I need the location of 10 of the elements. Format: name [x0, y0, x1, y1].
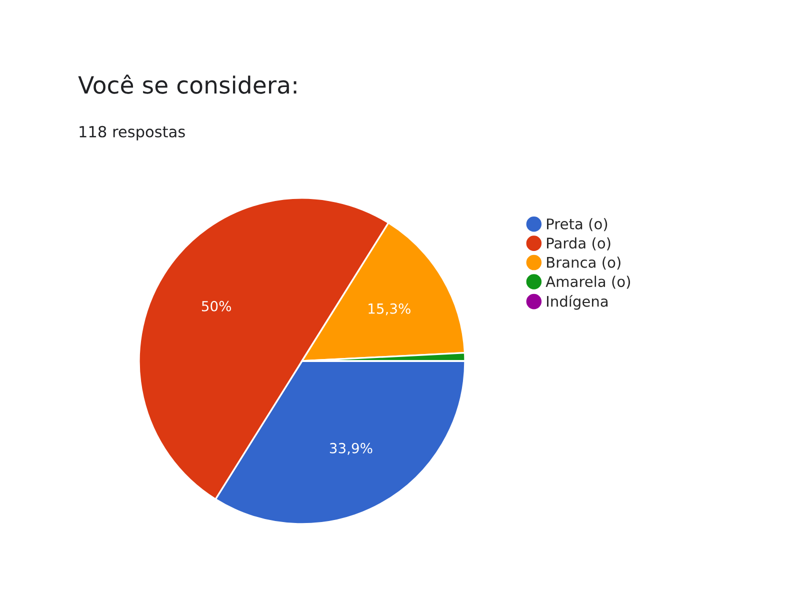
data-label: 33,9% — [330, 442, 372, 455]
chart-subtitle: 118 respostas — [80, 126, 185, 140]
data-label: 50% — [202, 300, 231, 312]
legend-label: Preta (o) — [547, 218, 608, 232]
legend-label: Amarela (o) — [546, 276, 630, 289]
data-label: 15,3% — [368, 303, 410, 316]
chart-title: Você se considera: — [78, 74, 296, 94]
legend-label: Indígena — [547, 294, 608, 310]
legend-label: Branca (o) — [547, 256, 620, 270]
legend-label: Parda (o) — [547, 237, 610, 250]
